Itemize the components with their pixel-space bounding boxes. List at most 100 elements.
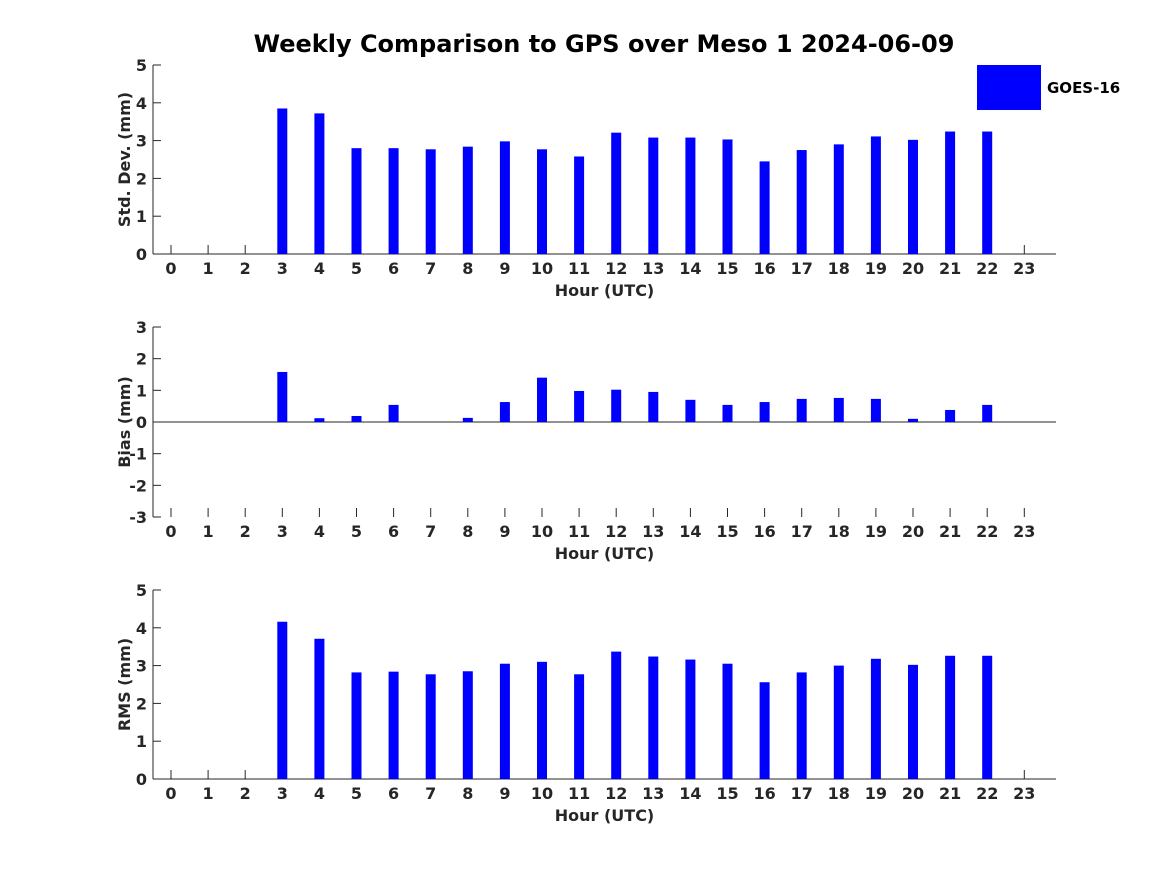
x-tick-label: 13 [642, 522, 664, 541]
y-tick-label: 2 [136, 694, 147, 713]
x-tick-label: 5 [351, 259, 362, 278]
y-tick-label: 2 [136, 169, 147, 188]
x-tick-label: 5 [351, 522, 362, 541]
y-axis-label: RMS (mm) [115, 638, 134, 731]
bar-hour-5 [351, 415, 362, 422]
bar-hour-22 [982, 404, 993, 422]
x-tick-label: 20 [902, 259, 924, 278]
y-tick-label: 2 [136, 350, 147, 369]
y-tick-label: 5 [136, 56, 147, 75]
bar-hour-6 [388, 148, 399, 254]
bar-hour-16 [759, 682, 770, 779]
x-tick-label: 6 [388, 259, 399, 278]
bar-hour-11 [574, 674, 585, 779]
y-tick-label: 1 [136, 381, 147, 400]
x-tick-label: 4 [314, 784, 325, 803]
bar-hour-9 [499, 663, 510, 779]
legend-label: GOES-16 [1047, 79, 1120, 97]
x-axis-label: Hour (UTC) [555, 806, 655, 825]
x-tick-label: 22 [976, 522, 998, 541]
bar-hour-4 [314, 113, 325, 254]
bar-hour-20 [908, 139, 918, 254]
x-tick-label: 18 [828, 259, 850, 278]
bar-hour-6 [388, 404, 399, 422]
y-tick-label: 1 [136, 732, 147, 751]
x-tick-label: 16 [753, 784, 775, 803]
bar-hour-7 [425, 674, 436, 779]
x-tick-label: 0 [165, 259, 176, 278]
x-tick-label: 9 [499, 522, 510, 541]
x-tick-label: 19 [865, 784, 887, 803]
y-tick-label: -2 [129, 476, 147, 495]
x-tick-label: 16 [753, 522, 775, 541]
bar-hour-13 [648, 656, 659, 779]
bar-hour-9 [499, 402, 510, 422]
bar-hour-13 [648, 137, 659, 254]
x-tick-label: 9 [499, 259, 510, 278]
bar-hour-20 [908, 418, 918, 422]
bar-hour-9 [499, 141, 510, 254]
x-tick-label: 20 [902, 522, 924, 541]
x-tick-label: 12 [605, 259, 627, 278]
x-tick-label: 13 [642, 784, 664, 803]
bar-hour-5 [351, 148, 362, 254]
bar-hour-11 [574, 156, 585, 254]
bar-hour-8 [462, 417, 473, 422]
y-tick-label: 5 [136, 581, 147, 600]
bar-hour-12 [611, 132, 622, 254]
x-tick-label: 14 [679, 259, 701, 278]
bar-hour-20 [908, 664, 918, 779]
x-tick-label: 21 [939, 522, 961, 541]
y-tick-label: 1 [136, 207, 147, 226]
bar-hour-6 [388, 671, 399, 779]
x-tick-label: 14 [679, 784, 701, 803]
x-tick-label: 10 [531, 784, 553, 803]
x-tick-label: 23 [1013, 522, 1035, 541]
bar-hour-4 [314, 638, 325, 779]
x-tick-label: 20 [902, 784, 924, 803]
bar-hour-22 [982, 131, 993, 254]
x-tick-label: 16 [753, 259, 775, 278]
x-tick-label: 17 [791, 522, 813, 541]
x-tick-label: 10 [531, 259, 553, 278]
x-tick-label: 11 [568, 522, 590, 541]
x-tick-label: 21 [939, 259, 961, 278]
bar-hour-14 [685, 659, 696, 779]
x-tick-label: 11 [568, 784, 590, 803]
x-tick-label: 15 [716, 259, 738, 278]
x-tick-label: 9 [499, 784, 510, 803]
x-tick-label: 22 [976, 259, 998, 278]
bar-hour-7 [425, 149, 436, 254]
y-tick-label: 0 [136, 413, 147, 432]
legend: GOES-16 [977, 65, 1120, 110]
x-tick-label: 4 [314, 522, 325, 541]
bar-hour-10 [537, 661, 547, 779]
bar-hour-15 [722, 139, 733, 254]
x-tick-label: 4 [314, 259, 325, 278]
bar-hour-8 [462, 671, 473, 779]
bar-hour-19 [870, 398, 881, 422]
y-tick-label: 4 [136, 619, 147, 638]
bar-hour-12 [611, 651, 622, 779]
x-tick-label: 2 [240, 784, 251, 803]
y-axis-label: Std. Dev. (mm) [115, 92, 134, 227]
y-tick-label: -3 [129, 508, 147, 527]
bar-hour-11 [574, 390, 585, 422]
x-tick-label: 14 [679, 522, 701, 541]
bar-hour-16 [759, 402, 770, 422]
bar-hour-16 [759, 161, 770, 254]
x-tick-label: 22 [976, 784, 998, 803]
x-tick-label: 1 [203, 259, 214, 278]
bar-hour-15 [722, 404, 733, 422]
bar-hour-17 [796, 398, 807, 422]
x-tick-label: 1 [203, 522, 214, 541]
x-tick-label: 7 [425, 784, 436, 803]
bar-hour-3 [277, 108, 288, 254]
y-tick-label: 3 [136, 318, 147, 337]
x-tick-label: 19 [865, 522, 887, 541]
bar-hour-14 [685, 399, 696, 422]
bar-hour-22 [982, 655, 993, 779]
y-tick-label: -1 [129, 445, 147, 464]
